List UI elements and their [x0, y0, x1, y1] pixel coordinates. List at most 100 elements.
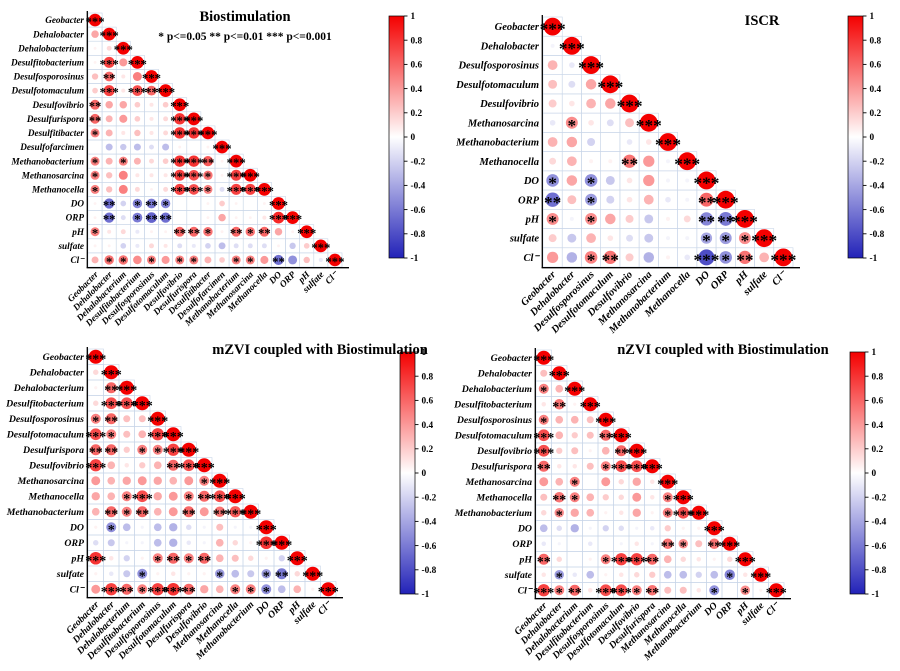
- corr-circle: [187, 112, 201, 126]
- corr-circle: [146, 85, 157, 96]
- svg-text:Desulfotomaculum: Desulfotomaculum: [11, 86, 85, 96]
- svg-text:***: ***: [580, 400, 601, 415]
- colorbar-tick-label: -0.8: [411, 230, 426, 240]
- corr-circle: [305, 566, 320, 581]
- svg-text:Methanosarcina: Methanosarcina: [17, 476, 85, 487]
- corr-circle: [93, 244, 97, 248]
- corr-circle: [585, 212, 598, 225]
- colorbar-tick-label: -1: [870, 254, 878, 264]
- corr-circle: [219, 257, 225, 263]
- corr-circle: [615, 553, 628, 566]
- corr-circle: [601, 446, 610, 455]
- svg-text:*: *: [139, 445, 146, 460]
- row-labels: Geobacter Dehalobacter Dehalobacterium Desu…: [453, 353, 534, 596]
- svg-text:***: ***: [626, 446, 647, 461]
- corr-circle: [231, 255, 241, 265]
- corr-circle: [600, 554, 611, 565]
- corr-circle: [220, 173, 224, 177]
- corr-circle: [149, 144, 154, 150]
- corr-circle: [585, 79, 597, 90]
- svg-text:DO: DO: [523, 176, 540, 187]
- corr-circle: [539, 477, 549, 487]
- corr-circle: [103, 85, 115, 97]
- svg-text:Desulfotomaculum: Desulfotomaculum: [455, 80, 539, 91]
- corr-circle: [555, 431, 564, 440]
- corr-circle: [540, 369, 548, 377]
- corr-circle: [247, 243, 253, 249]
- corr-circle: [215, 554, 224, 563]
- corr-circle: [588, 588, 593, 593]
- svg-text:Methanocella: Methanocella: [31, 185, 84, 195]
- svg-text:Cl⁻: Cl⁻: [524, 253, 541, 264]
- svg-text:***: ***: [533, 431, 554, 446]
- svg-text:*: *: [92, 128, 98, 142]
- corr-circle: [546, 174, 559, 187]
- corr-circle: [278, 555, 285, 562]
- corr-circle: [145, 70, 158, 83]
- svg-text:pH: pH: [71, 227, 85, 237]
- corr-circle: [719, 251, 732, 264]
- corr-circle: [259, 536, 273, 550]
- corr-circle: [272, 211, 285, 224]
- corr-circle: [586, 462, 594, 470]
- corr-circle: [555, 384, 564, 393]
- svg-text:***: ***: [209, 476, 230, 491]
- corr-circle: [120, 229, 126, 235]
- svg-text:**: **: [120, 585, 134, 600]
- corr-circle: [132, 72, 142, 81]
- corr-circle: [94, 386, 98, 390]
- colorbar-tick-label: -0.6: [422, 542, 437, 552]
- corr-circle: [567, 233, 577, 243]
- svg-text:**: **: [104, 507, 118, 522]
- corr-circle: [105, 100, 113, 109]
- svg-text:sulfate: sulfate: [57, 241, 84, 251]
- corr-circle: [272, 197, 285, 210]
- corr-circle: [549, 157, 557, 165]
- svg-text:Dehalobacter: Dehalobacter: [477, 369, 533, 380]
- corr-circle: [571, 432, 578, 439]
- colorbar-tick-label: 1: [411, 12, 416, 22]
- svg-text:***: ***: [287, 554, 308, 569]
- corr-circle: [139, 462, 146, 469]
- corr-circle: [567, 381, 582, 396]
- svg-text:***: ***: [693, 174, 719, 193]
- svg-text:**: **: [166, 461, 180, 476]
- corr-circle: [630, 553, 643, 566]
- corr-circle: [541, 510, 547, 516]
- svg-text:***: ***: [595, 586, 616, 601]
- svg-text:*: *: [587, 212, 596, 231]
- svg-text:*: *: [587, 174, 596, 193]
- corr-circle: [680, 556, 686, 562]
- corr-circle: [645, 459, 660, 474]
- corr-circle: [199, 507, 209, 517]
- svg-text:Desulfovibrio: Desulfovibrio: [28, 461, 84, 472]
- corr-circle: [650, 479, 655, 484]
- svg-text:***: ***: [100, 86, 119, 100]
- corr-circle: [589, 159, 594, 164]
- corr-circle: [123, 555, 130, 562]
- colorbar-tick-label: 0.6: [872, 397, 884, 407]
- corr-circle: [644, 233, 654, 243]
- corr-circle: [105, 444, 117, 456]
- svg-text:Desulfitobacterium: Desulfitobacterium: [453, 400, 532, 411]
- corr-circle: [548, 99, 557, 108]
- corr-circle: [91, 492, 100, 501]
- colorbar-tick-label: 0.2: [411, 109, 423, 119]
- corr-circle: [303, 242, 310, 249]
- svg-text:***: ***: [184, 114, 203, 128]
- svg-text:Cl⁻: Cl⁻: [70, 585, 86, 596]
- svg-text:***: ***: [751, 231, 777, 250]
- corr-circle: [547, 60, 558, 70]
- svg-text:Dehalobacterium: Dehalobacterium: [461, 384, 533, 395]
- svg-text:**: **: [145, 213, 158, 227]
- colorbar-tick-label: 0.6: [411, 61, 423, 71]
- svg-text:***: ***: [241, 184, 260, 198]
- corr-circle: [120, 242, 127, 249]
- svg-text:**: **: [645, 586, 659, 601]
- corr-circle: [615, 460, 628, 473]
- svg-text:*: *: [556, 570, 563, 585]
- corr-circle: [105, 157, 113, 165]
- corr-circle: [243, 168, 257, 182]
- corr-circle: [174, 183, 186, 195]
- corr-circle: [91, 476, 101, 486]
